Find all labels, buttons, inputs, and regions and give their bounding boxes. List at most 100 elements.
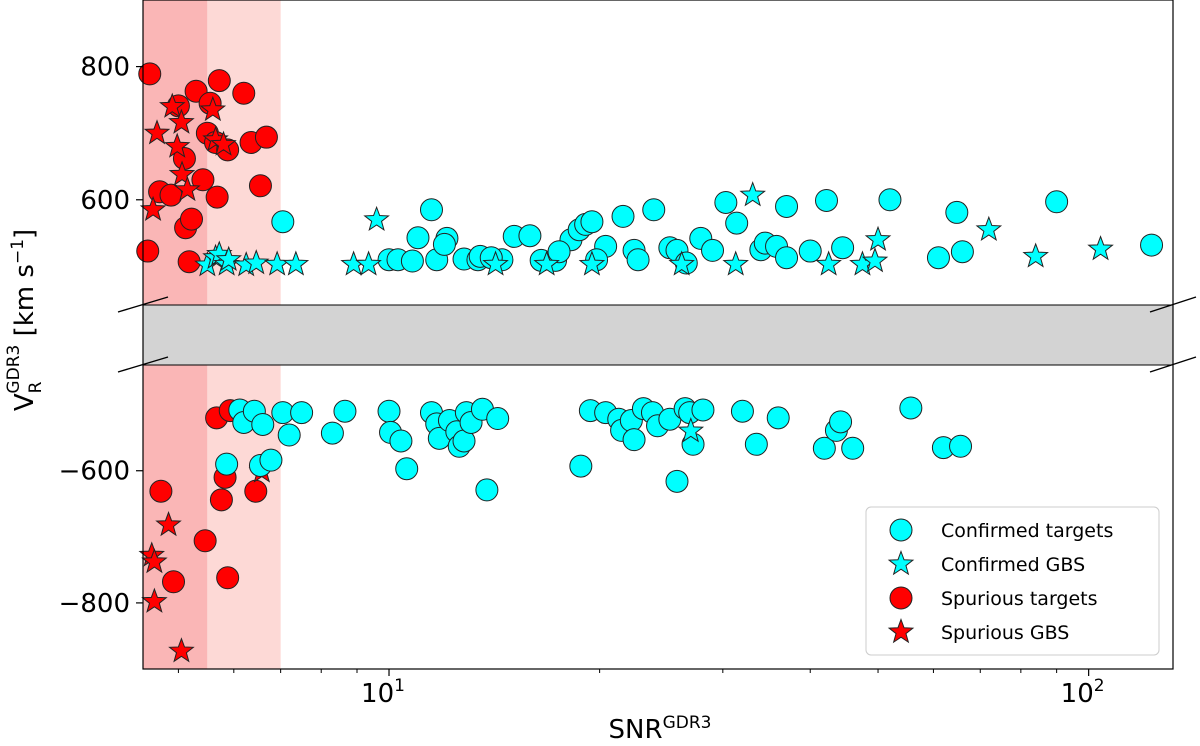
confirmed-targets-point [926,246,950,270]
confirmed-targets-point [642,198,666,222]
confirmed-targets-point [766,406,790,430]
confirmed-targets-point [831,236,855,260]
spurious-gbs-point [155,510,182,537]
confirmed-targets-point [611,204,635,228]
confirmed-gbs-point [861,247,889,273]
confirmed-targets-point [730,399,754,423]
legend-box [865,506,1160,656]
x-axis-label: SNRGDR3 [609,713,712,745]
confirmed-gbs-point [975,215,1003,242]
broken-axis-gap [143,305,1173,365]
confirmed-gbs-point [815,250,842,276]
confirmed-targets-point [798,239,822,263]
confirmed-targets-point [389,429,413,453]
spurious-gbs-point [159,92,186,118]
confirmed-targets-point [1045,190,1069,214]
confirmed-targets-point [775,194,799,218]
confirmed-targets-point [547,240,571,264]
axis-break-mark-right-top [1149,296,1197,313]
confirmed-gbs-point [668,250,695,276]
spurious-gbs-point [199,95,227,122]
axis-ticks: 101 102 800 600 −600 −800 [59,53,1105,709]
spurious-gbs-point [210,130,237,156]
spurious-targets-point [162,570,186,594]
spurious-targets-point [149,479,173,503]
confirmed-targets-point [486,407,510,431]
confirmed-targets-point [945,200,969,224]
series-confirmed-gbs [194,181,1114,443]
confirmed-gbs-point [363,205,390,232]
confirmed-targets-point [277,423,301,447]
axis-break-mark-right-bottom [1149,356,1197,373]
axis-break-mark-left-bottom [117,356,169,373]
confirmed-targets-point [320,421,344,445]
confirmed-targets-point [400,249,424,273]
confirmed-targets-point [714,190,738,214]
confirmed-targets-point [251,412,275,436]
confirmed-targets-point [333,399,357,423]
confirmed-gbs-point [864,225,892,252]
legend-label-3: Spurious targets [941,588,1098,610]
confirmed-gbs-point [722,250,749,276]
data-points [136,62,1164,663]
confirmed-targets-point [569,454,593,478]
spurious-targets-point [207,69,231,93]
spurious-gbs-point [139,195,167,222]
spurious-targets-point [205,185,229,209]
confirmed-targets-point [475,478,499,502]
confirmed-targets-point [1140,233,1164,257]
confirmed-targets-point [829,410,853,434]
confirmed-gbs-point [1087,235,1114,261]
spurious-targets-point [179,207,203,231]
confirmed-gbs-point [355,250,382,276]
confirmed-gbs-point [215,245,242,271]
spurious-gbs-point [143,119,171,145]
confirmed-gbs-point [282,250,310,276]
plot-frame [142,0,1174,670]
spurious-targets-point [138,62,162,86]
spurious-gbs-point [168,637,195,663]
confirmed-targets-point [259,448,283,472]
confirmed-targets-point [841,436,865,460]
spurious-targets-point [193,529,217,553]
spurious-targets-point [191,168,215,192]
confirmed-gbs-point [677,417,705,443]
confirmed-gbs-point [482,250,509,276]
spurious-gbs-point [163,132,191,158]
spurious-targets-point [254,125,278,149]
confirmed-targets-point [290,401,314,425]
y-tick-label: −800 [59,589,130,619]
spurious-gbs-point [141,547,168,574]
confirmed-gbs-point [578,250,606,276]
confirmed-targets-point [419,198,443,222]
confirmed-targets-point [215,452,239,476]
spurious-gbs-point [174,175,201,202]
y-axis-label: VRGDR3 [km s−1] [4,229,46,411]
confirmed-targets-point [518,224,542,248]
confirmed-targets-point [377,399,401,423]
confirmed-targets-point [432,232,456,256]
series-confirmed-targets [215,188,1164,502]
legend-label-2: Confirmed GBS [941,554,1085,576]
spurious-gbs-point [168,160,196,186]
spurious-targets-point [248,174,272,198]
confirmed-targets-point [899,396,923,420]
confirmed-targets-point [725,211,749,235]
confirmed-targets-point [271,210,295,234]
legend: Confirmed targets Confirmed GBS Spurious t… [865,506,1160,656]
spurious-targets-point [136,239,160,263]
confirmed-targets-point [406,226,430,250]
confirmed-targets-point [812,436,836,460]
confirmed-gbs-point [1022,242,1049,268]
legend-marker-1 [889,518,913,542]
x-tick-label: 102 [1061,676,1105,709]
confirmed-targets-point [580,210,604,234]
y-tick-label: 800 [80,53,130,83]
confirmed-gbs-point [242,249,270,275]
y-tick-label: 600 [80,186,130,216]
x-tick-label: 101 [361,676,405,709]
confirmed-targets-point [665,469,689,493]
legend-marker-3 [889,586,913,610]
confirmed-gbs-point [533,250,560,276]
